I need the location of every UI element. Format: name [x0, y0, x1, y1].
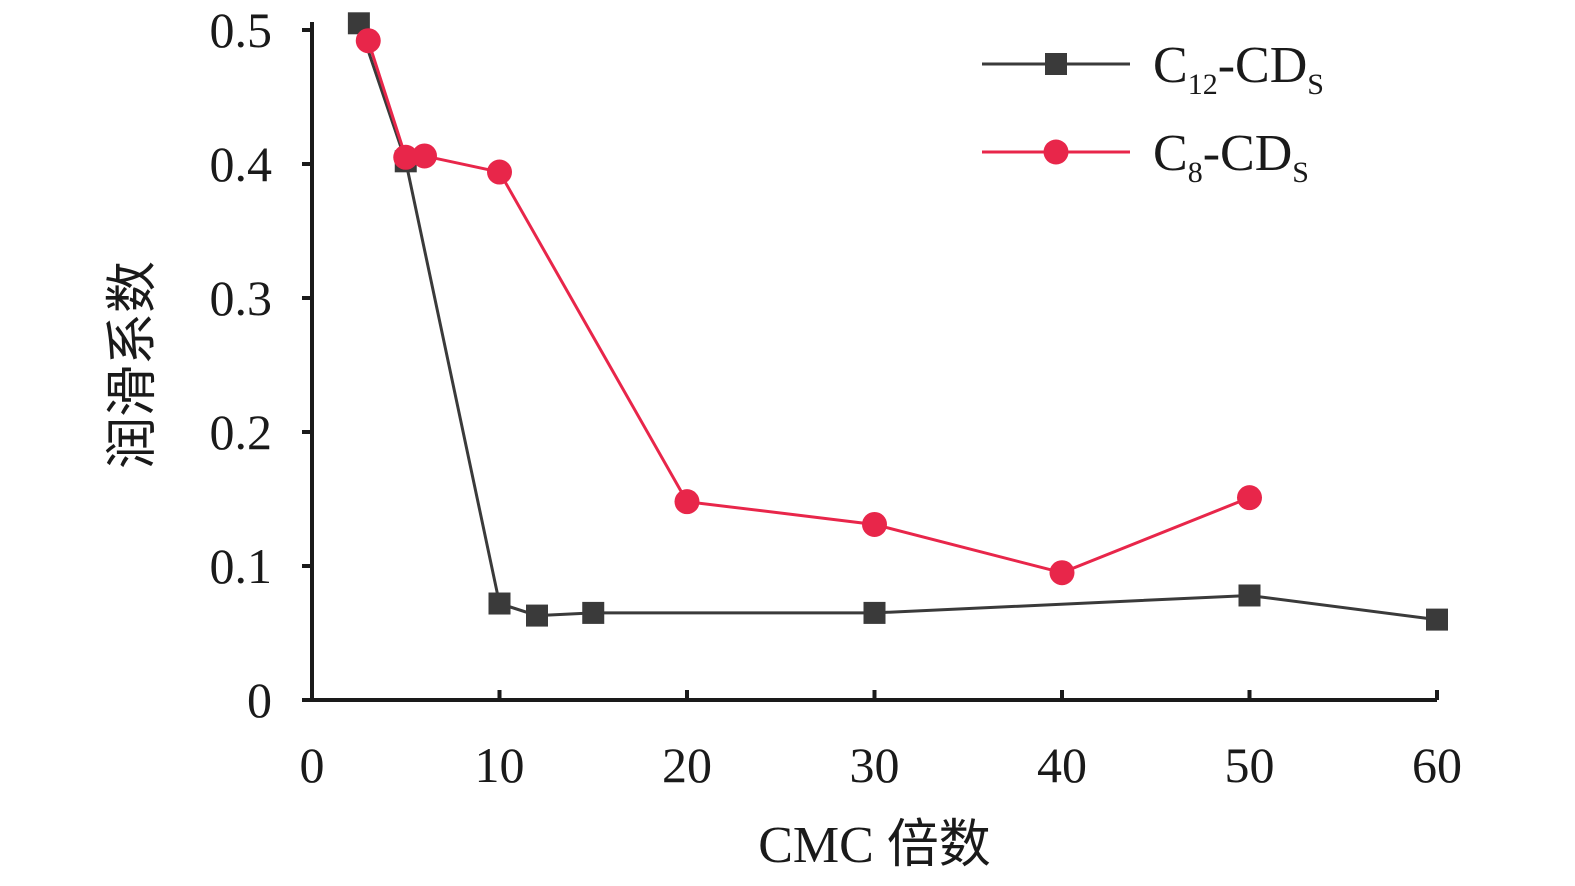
- x-tick-label: 40: [1037, 737, 1087, 793]
- series-layer: [347, 12, 1448, 631]
- x-axis-ticks: 0 10 20 30 40 50 60: [300, 690, 1462, 793]
- series-line: [366, 40, 1251, 575]
- y-tick-label: 0.1: [210, 538, 273, 594]
- data-point: [526, 604, 548, 627]
- series-2: [355, 28, 1262, 586]
- legend-label-part: 12: [1188, 68, 1218, 101]
- x-tick-label: 30: [850, 737, 900, 793]
- legend-item: C8-CDS: [982, 125, 1309, 189]
- x-tick-label: 50: [1225, 737, 1275, 793]
- data-point: [487, 159, 512, 185]
- data-point: [412, 143, 437, 169]
- legend-item: C12-CDS: [982, 37, 1324, 101]
- legend-label-part: C: [1153, 125, 1188, 182]
- legend-label: C12-CDS: [1153, 37, 1324, 101]
- series-1: [347, 12, 1448, 631]
- x-tick-label: 20: [662, 737, 712, 793]
- data-point: [582, 601, 605, 624]
- y-tick-label: 0.5: [210, 2, 273, 58]
- legend-marker: [1045, 53, 1067, 75]
- legend-label-part: 8: [1188, 156, 1203, 189]
- x-tick-label: 0: [300, 737, 325, 793]
- y-tick-label: 0.3: [210, 270, 273, 326]
- data-point: [393, 144, 419, 170]
- data-point: [347, 12, 370, 35]
- y-tick-label: 0.4: [210, 136, 273, 192]
- legend-label-part: S: [1307, 68, 1324, 101]
- y-tick-label: 0: [247, 672, 272, 728]
- legend-label-part: S: [1292, 156, 1309, 189]
- y-axis-title: 润滑系数: [105, 261, 162, 469]
- legend-label-part: C: [1153, 37, 1188, 94]
- data-point: [863, 601, 886, 624]
- data-point: [1238, 584, 1261, 607]
- x-tick-label: 60: [1412, 737, 1462, 793]
- series-line: [357, 22, 1438, 622]
- data-point: [1426, 608, 1448, 631]
- legend-label: C8-CDS: [1153, 125, 1309, 189]
- data-point: [1049, 560, 1075, 586]
- y-tick-label: 0.2: [210, 404, 273, 460]
- legend-marker: [1043, 139, 1069, 165]
- y-axis-ticks: 0 0.1 0.2 0.3 0.4 0.5: [210, 2, 312, 728]
- data-point: [355, 28, 381, 54]
- x-axis-title: CMC 倍数: [758, 817, 991, 874]
- legend-label-part: -CD: [1218, 37, 1308, 94]
- x-tick-label: 10: [475, 737, 525, 793]
- data-point: [674, 489, 700, 515]
- legend-label-part: -CD: [1203, 125, 1293, 182]
- data-point: [1237, 485, 1262, 511]
- data-point: [488, 592, 511, 615]
- data-point: [862, 511, 887, 537]
